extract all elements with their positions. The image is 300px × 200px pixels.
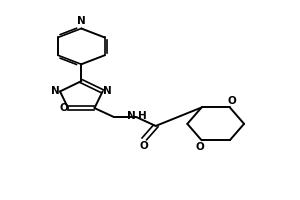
Text: H: H xyxy=(138,111,146,121)
Text: O: O xyxy=(139,141,148,151)
Text: N: N xyxy=(51,86,59,96)
Text: N: N xyxy=(103,86,112,96)
Text: O: O xyxy=(228,96,236,106)
Text: O: O xyxy=(59,103,68,113)
Text: O: O xyxy=(195,142,204,152)
Text: N: N xyxy=(77,16,86,26)
Text: N: N xyxy=(127,111,136,121)
